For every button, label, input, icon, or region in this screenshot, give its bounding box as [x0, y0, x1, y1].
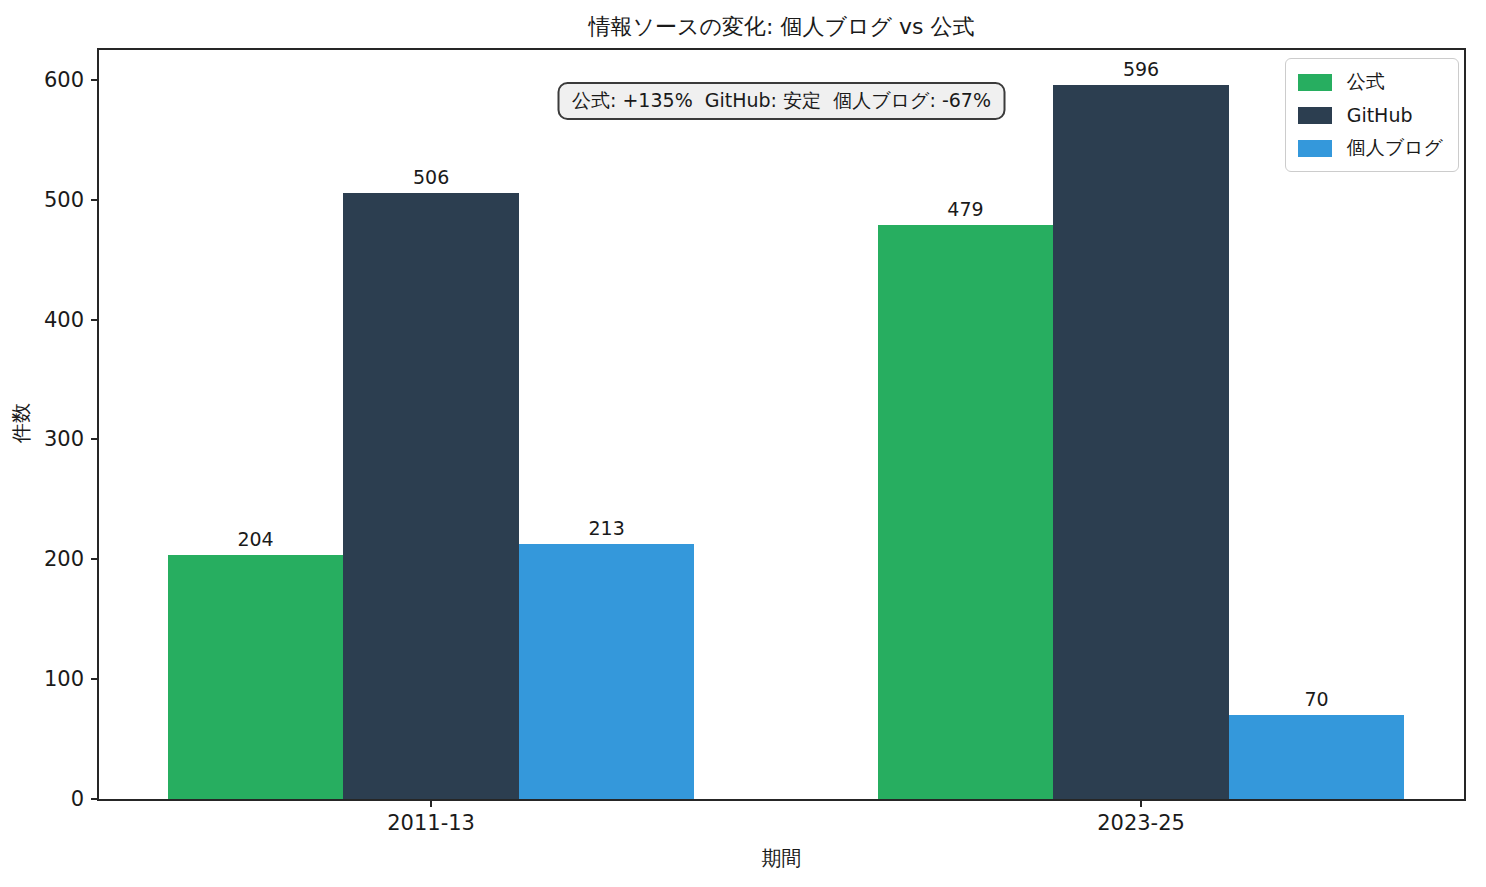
chart-title: 情報ソースの変化: 個人ブログ vs 公式: [97, 12, 1466, 42]
bar-value-label: 213: [589, 517, 625, 540]
bar-公式-2011-13: [168, 555, 344, 799]
bar-value-label: 479: [947, 198, 983, 221]
legend-swatch-公式: [1298, 74, 1332, 91]
annotation-box: 公式: +135% GitHub: 安定 個人ブログ: -67%: [557, 82, 1006, 120]
legend-row: GitHub: [1298, 104, 1443, 126]
y-tick-mark: [91, 79, 97, 81]
y-tick-mark: [91, 798, 97, 800]
legend-label: 公式: [1347, 69, 1385, 95]
plot-inner: 公式: +135% GitHub: 安定 個人ブログ: -67% 公式 GitHu…: [99, 50, 1464, 799]
x-tick-label: 2023-25: [1097, 811, 1185, 835]
figure: 情報ソースの変化: 個人ブログ vs 公式 公式: +135% GitHub: …: [0, 0, 1486, 887]
y-tick-label: 300: [44, 427, 84, 451]
y-axis-label: 件数: [8, 403, 35, 443]
legend-swatch-GitHub: [1298, 107, 1332, 124]
legend-swatch-個人ブログ: [1298, 140, 1332, 157]
y-tick-label: 400: [44, 308, 84, 332]
bar-個人ブログ-2023-25: [1229, 715, 1405, 799]
y-tick-mark: [91, 438, 97, 440]
y-tick-label: 100: [44, 667, 84, 691]
y-tick-label: 200: [44, 547, 84, 571]
bar-GitHub-2023-25: [1053, 85, 1229, 799]
bar-GitHub-2011-13: [343, 193, 519, 799]
y-tick-label: 0: [71, 787, 84, 811]
legend-row: 個人ブログ: [1298, 135, 1443, 161]
legend-label: 個人ブログ: [1347, 135, 1443, 161]
y-tick-label: 600: [44, 68, 84, 92]
bar-value-label: 204: [237, 528, 273, 551]
bar-公式-2023-25: [878, 225, 1054, 799]
y-tick-mark: [91, 319, 97, 321]
plot-area: 公式: +135% GitHub: 安定 個人ブログ: -67% 公式 GitHu…: [97, 48, 1466, 801]
bar-value-label: 70: [1304, 688, 1328, 711]
x-tick-label: 2011-13: [387, 811, 475, 835]
bar-value-label: 506: [413, 166, 449, 189]
legend-row: 公式: [1298, 69, 1443, 95]
x-tick-mark: [1140, 801, 1142, 807]
y-tick-label: 500: [44, 188, 84, 212]
bar-value-label: 596: [1123, 58, 1159, 81]
legend: 公式 GitHub 個人ブログ: [1285, 58, 1459, 172]
x-tick-mark: [430, 801, 432, 807]
legend-label: GitHub: [1347, 104, 1413, 126]
y-tick-mark: [91, 558, 97, 560]
y-tick-mark: [91, 678, 97, 680]
y-tick-mark: [91, 199, 97, 201]
x-axis-label: 期間: [97, 845, 1466, 872]
bar-個人ブログ-2011-13: [519, 544, 695, 799]
